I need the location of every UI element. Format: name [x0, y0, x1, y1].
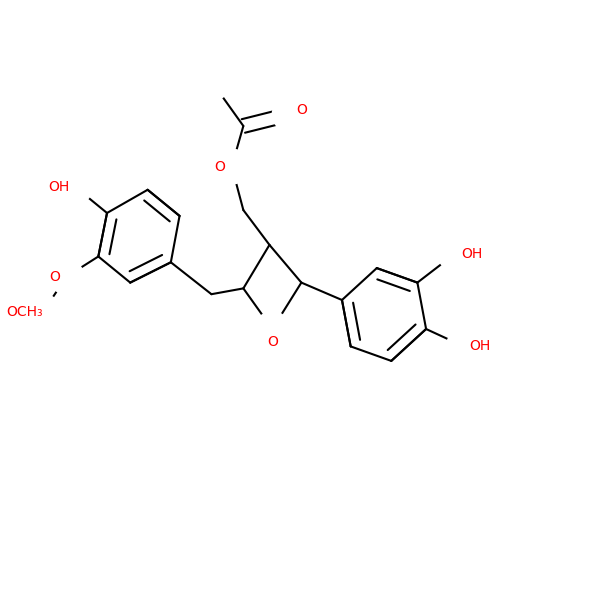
Text: O: O — [50, 270, 61, 284]
Circle shape — [255, 311, 290, 346]
Text: OH: OH — [461, 247, 482, 260]
Text: O: O — [267, 335, 278, 349]
Circle shape — [214, 149, 249, 184]
Circle shape — [49, 259, 84, 294]
Circle shape — [26, 294, 61, 329]
Circle shape — [200, 71, 229, 100]
Text: OCH₃: OCH₃ — [7, 305, 43, 319]
Circle shape — [272, 97, 307, 132]
Text: OH: OH — [470, 340, 491, 353]
Text: O: O — [297, 103, 308, 117]
Circle shape — [58, 169, 92, 204]
Text: OH: OH — [48, 180, 70, 194]
Circle shape — [437, 236, 472, 271]
Circle shape — [446, 329, 481, 364]
Text: O: O — [214, 160, 225, 173]
